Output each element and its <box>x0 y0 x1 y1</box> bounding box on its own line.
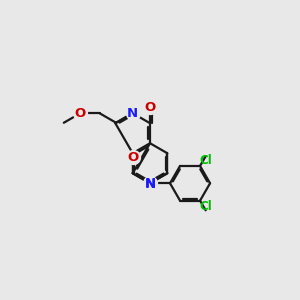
Text: N: N <box>144 177 156 190</box>
Text: Cl: Cl <box>199 154 212 167</box>
Text: O: O <box>75 107 86 120</box>
Text: Cl: Cl <box>199 200 212 213</box>
Text: O: O <box>144 101 156 114</box>
Text: N: N <box>144 178 156 191</box>
Text: N: N <box>127 107 138 120</box>
Text: O: O <box>127 151 138 164</box>
